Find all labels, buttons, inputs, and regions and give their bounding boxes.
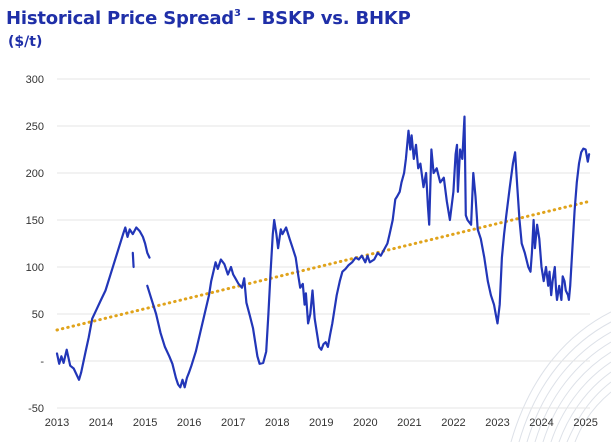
x-tick-label: 2014 (89, 417, 113, 429)
y-tick-label: 50 (32, 309, 44, 321)
chart-unit-label: ($/t) (8, 34, 43, 50)
y-axis-tick-labels: 300 250 200 150 100 50 - -50 (26, 74, 45, 415)
x-tick-label: 2025 (573, 417, 597, 429)
x-tick-label: 2020 (353, 417, 377, 429)
x-axis-tick-labels: 2013 2014 2015 2016 2017 2018 2019 2020 2021 2022… (45, 417, 598, 429)
x-tick-label: 2021 (397, 417, 421, 429)
trendline (55, 199, 592, 332)
y-tick-label: -50 (28, 403, 44, 415)
chart-title-rest: – BSKP vs. BHKP (240, 8, 411, 29)
x-tick-label: 2016 (177, 417, 201, 429)
chart-title: Historical Price Spread3 – BSKP vs. BHKP (6, 8, 411, 29)
series-lines (55, 115, 591, 389)
gridlines (57, 78, 590, 409)
x-tick-label: 2024 (529, 417, 553, 429)
trendline-dotted (55, 199, 592, 332)
x-tick-label: 2022 (441, 417, 465, 429)
x-tick-label: 2015 (133, 417, 157, 429)
y-tick-label: 200 (26, 168, 44, 180)
x-tick-label: 2019 (309, 417, 333, 429)
series-line-segment (55, 226, 151, 381)
y-tick-label: 150 (26, 215, 44, 227)
x-tick-label: 2023 (485, 417, 509, 429)
x-tick-label: 2017 (221, 417, 245, 429)
x-tick-label: 2018 (265, 417, 289, 429)
chart-title-main: Historical Price Spread (6, 8, 234, 29)
series-line-segment (146, 115, 591, 389)
y-tick-label: 250 (26, 121, 44, 133)
chart-title-superscript: 3 (233, 8, 241, 19)
series-line-segment (131, 251, 135, 269)
y-tick-label: 100 (26, 262, 44, 274)
y-tick-label: - (40, 356, 44, 368)
x-tick-label: 2013 (45, 417, 69, 429)
decorative-wave-lines (510, 311, 611, 442)
y-tick-label: 300 (26, 74, 44, 86)
